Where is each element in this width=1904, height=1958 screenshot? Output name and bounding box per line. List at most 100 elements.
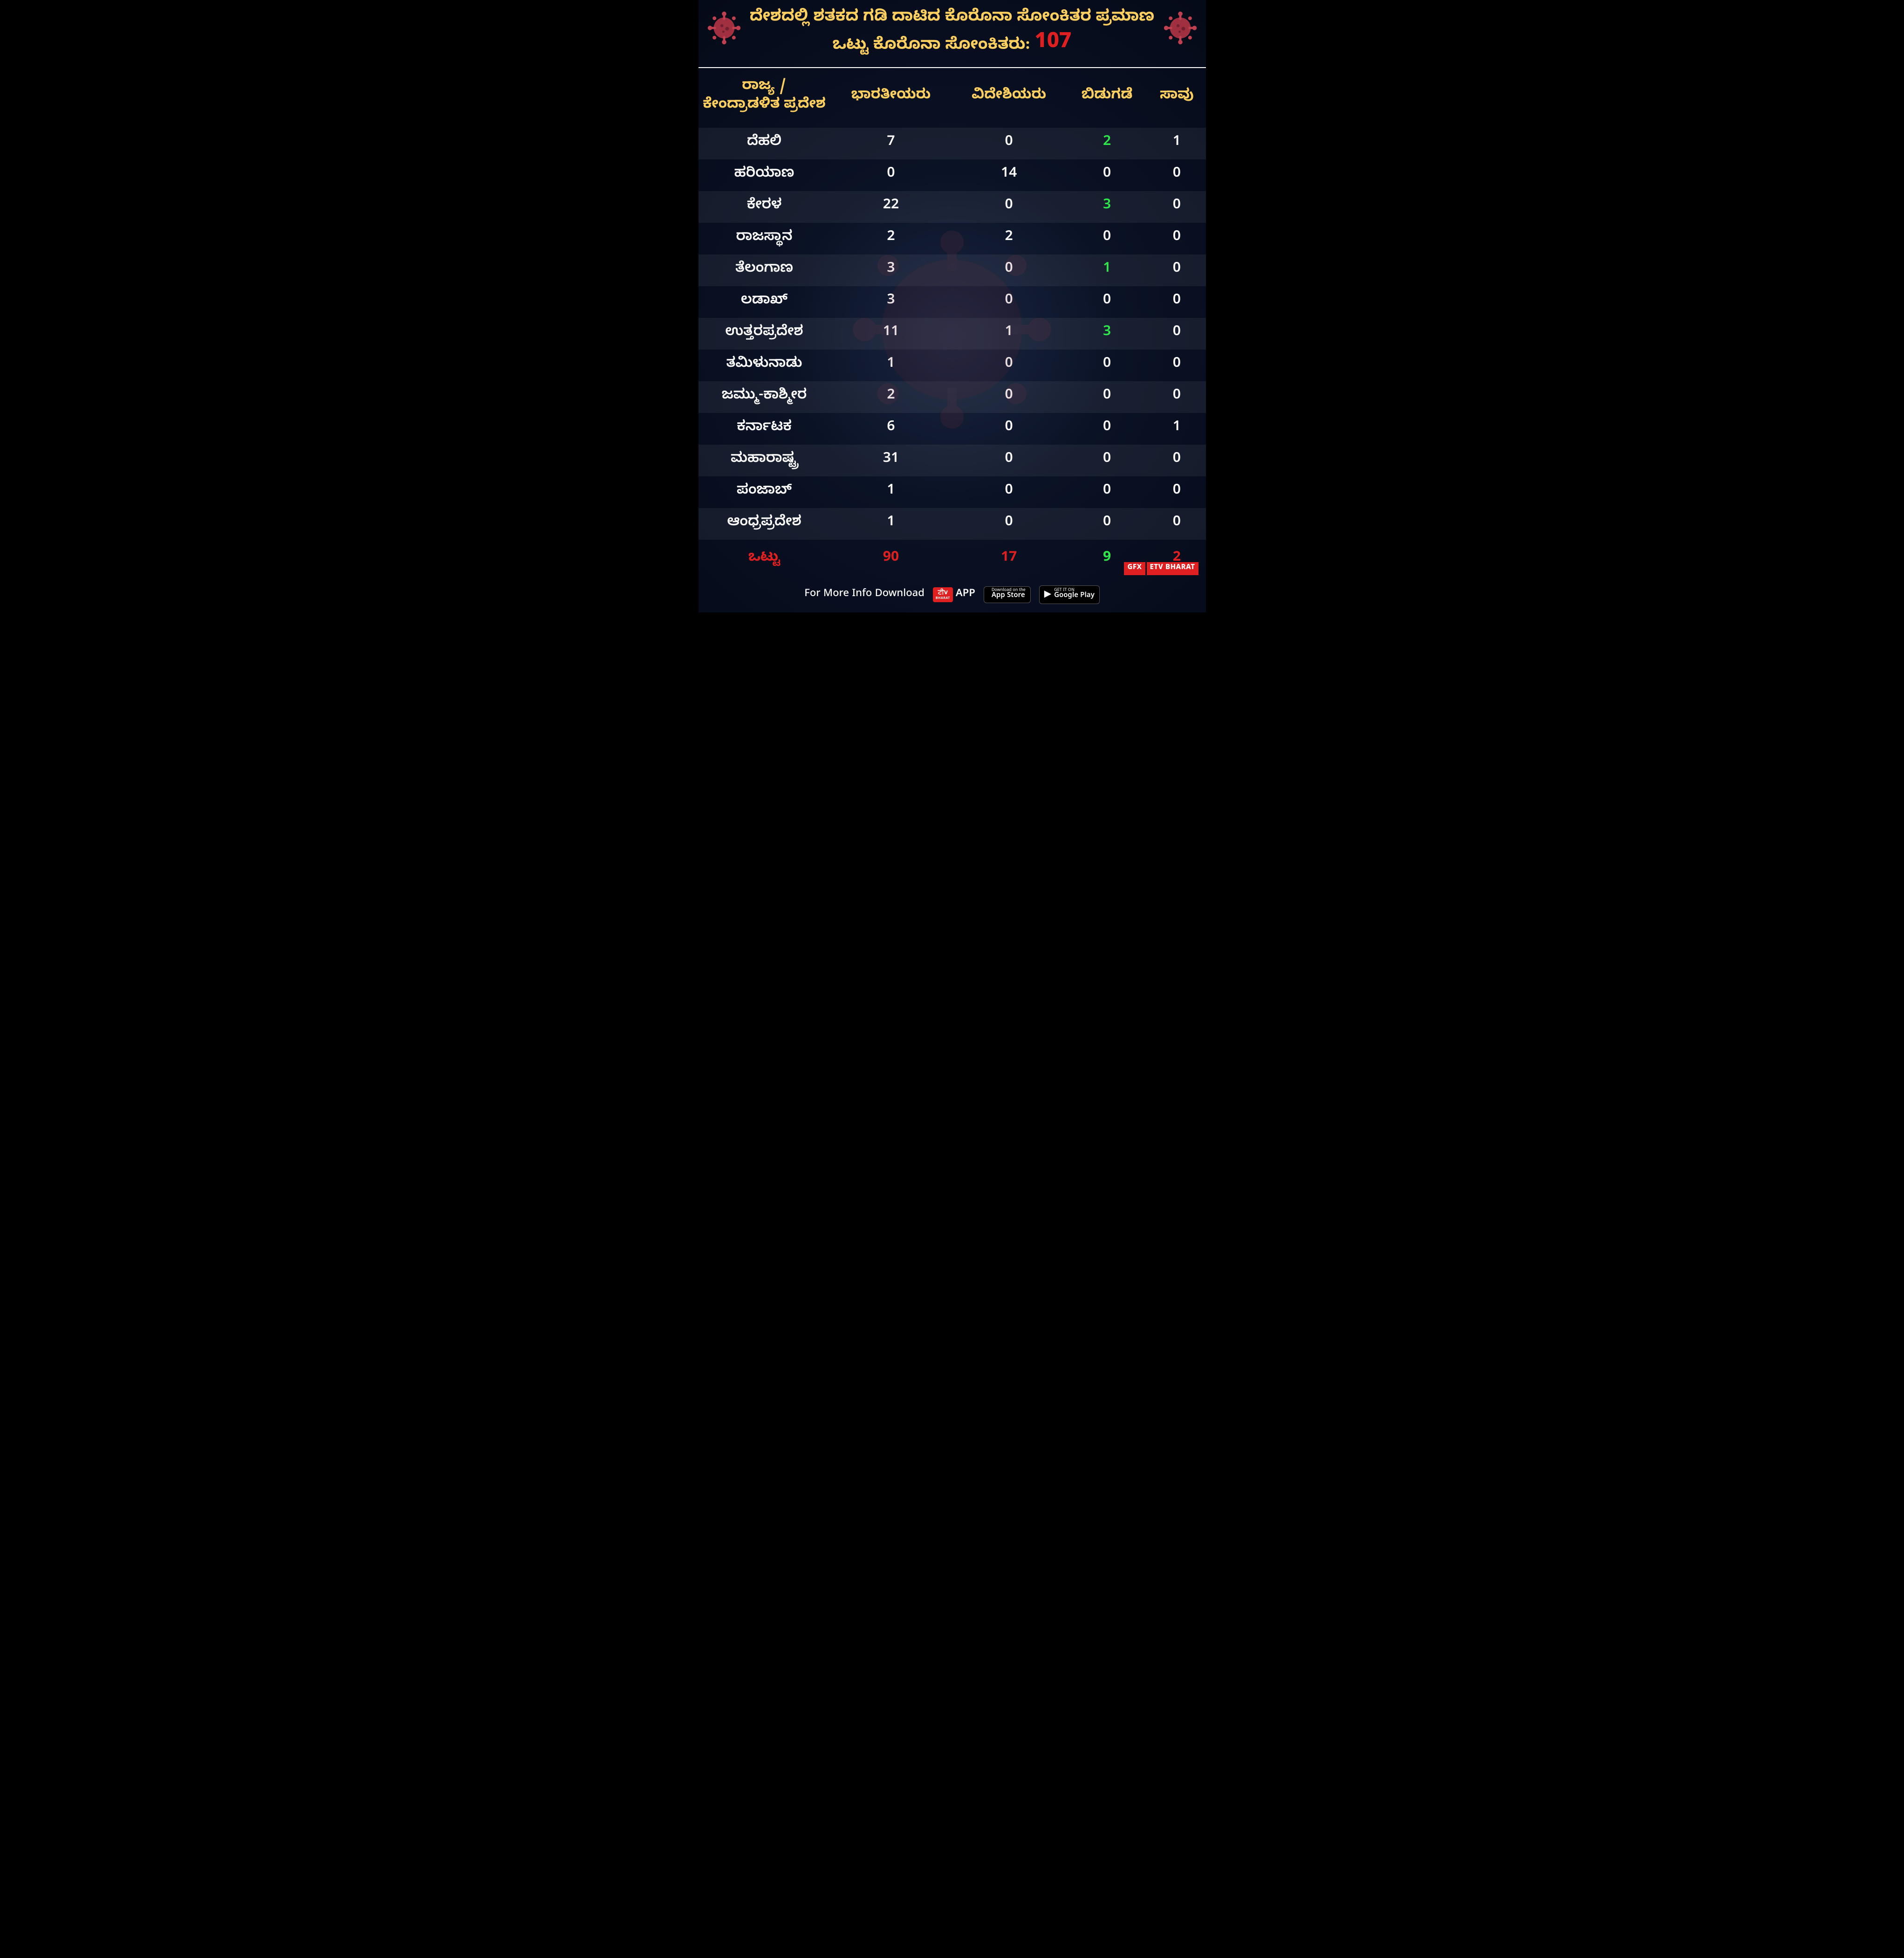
cell-released: 0	[1066, 159, 1148, 191]
col-state: ರಾಜ್ಯ / ಕೇಂದ್ರಾಡಳಿತ ಪ್ರದೇಶ	[699, 68, 830, 128]
covid-data-table: ರಾಜ್ಯ / ಕೇಂದ್ರಾಡಳಿತ ಪ್ರದೇಶ ಭಾರತೀಯರು ವಿದೇ…	[699, 68, 1206, 579]
cell-state: ಹರಿಯಾಣ	[699, 159, 830, 191]
col-indian: ಭಾರತೀಯರು	[830, 68, 952, 128]
cell-death: 1	[1148, 128, 1205, 159]
col-foreign: ವಿದೇಶಿಯರು	[952, 68, 1066, 128]
cell-state: ತಮಿಳುನಾಡು	[699, 350, 830, 381]
play-big: Google Play	[1054, 593, 1095, 601]
cell-foreign: 1	[952, 318, 1066, 350]
cell-indian: 1	[830, 476, 952, 508]
table-row: ಪಂಜಾಬ್1000	[699, 476, 1206, 508]
cell-released: 0	[1066, 286, 1148, 318]
cell-foreign: 0	[952, 476, 1066, 508]
total-label: ಒಟ್ಟು	[699, 540, 830, 579]
cell-released: 0	[1066, 223, 1148, 254]
play-icon: ▶	[1044, 588, 1051, 602]
cell-released: 0	[1066, 476, 1148, 508]
cell-indian: 7	[830, 128, 952, 159]
table-row: ಉತ್ತರಪ್ರದೇಶ11130	[699, 318, 1206, 350]
header-title-line2: ಒಟ್ಟು ಕೊರೊನಾ ಸೋಂಕಿತರು: 107	[745, 30, 1159, 59]
cell-state: ದೆಹಲಿ	[699, 128, 830, 159]
cell-state: ಲಡಾಖ್	[699, 286, 830, 318]
cell-death: 0	[1148, 476, 1205, 508]
cell-foreign: 14	[952, 159, 1066, 191]
header-title-line1: ದೇಶದಲ್ಲಿ ಶತಕದ ಗಡಿ ದಾಟಿದ ಕೊರೊನಾ ಸೋಂಕಿತರ ಪ…	[745, 8, 1159, 30]
app-label: APP	[956, 588, 975, 602]
cell-death: 0	[1148, 381, 1205, 413]
cell-foreign: 0	[952, 128, 1066, 159]
etv-app-badge[interactable]: ਟੀvBHARAT APP	[933, 587, 975, 602]
table-row: ತೆಲಂಗಾಣ3010	[699, 254, 1206, 286]
table-row: ರಾಜಸ್ಥಾನ2200	[699, 223, 1206, 254]
cell-state: ಮಹಾರಾಷ್ಟ್ರ	[699, 445, 830, 476]
gfx-etv-badge: GFX ETV BHARAT	[1124, 562, 1198, 575]
table-row: ಆಂಧ್ರಪ್ರದೇಶ1000	[699, 508, 1206, 540]
cell-released: 0	[1066, 413, 1148, 445]
cell-released: 0	[1066, 445, 1148, 476]
cell-death: 0	[1148, 318, 1205, 350]
cell-foreign: 2	[952, 223, 1066, 254]
total-foreign: 17	[952, 540, 1066, 579]
virus-icon	[1162, 9, 1199, 47]
table-row: ಕೇರಳ22030	[699, 191, 1206, 223]
cell-state: ರಾಜಸ್ಥಾನ	[699, 223, 830, 254]
app-store-badge[interactable]: Download on the App Store	[984, 586, 1031, 603]
cell-foreign: 0	[952, 381, 1066, 413]
cell-indian: 3	[830, 286, 952, 318]
appstore-big: App Store	[992, 593, 1026, 601]
google-play-badge[interactable]: ▶ GET IT ON Google Play	[1039, 585, 1100, 604]
cell-death: 0	[1148, 254, 1205, 286]
table-body: ದೆಹಲಿ7021ಹರಿಯಾಣ01400ಕೇರಳ22030ರಾಜಸ್ಥಾನ220…	[699, 128, 1206, 579]
cell-foreign: 0	[952, 445, 1066, 476]
cell-foreign: 0	[952, 286, 1066, 318]
infographic-page: ದೇಶದಲ್ಲಿ ಶತಕದ ಗಡಿ ದಾಟಿದ ಕೊರೊನಾ ಸೋಂಕಿತರ ಪ…	[699, 0, 1206, 612]
cell-indian: 2	[830, 223, 952, 254]
cell-released: 2	[1066, 128, 1148, 159]
cell-indian: 31	[830, 445, 952, 476]
etv-bharat-label: ETV BHARAT	[1147, 562, 1199, 575]
cell-state: ಜಮ್ಮು-ಕಾಶ್ಮೀರ	[699, 381, 830, 413]
table-row: ಮಹಾರಾಷ್ಟ್ರ31000	[699, 445, 1206, 476]
header-total-number: 107	[1034, 30, 1071, 59]
cell-indian: 1	[830, 508, 952, 540]
cell-death: 0	[1148, 286, 1205, 318]
cell-indian: 0	[830, 159, 952, 191]
cell-death: 0	[1148, 445, 1205, 476]
cell-death: 0	[1148, 508, 1205, 540]
cell-death: 0	[1148, 350, 1205, 381]
table-row: ಲಡಾಖ್3000	[699, 286, 1206, 318]
table-row: ಜಮ್ಮು-ಕಾಶ್ಮೀರ2000	[699, 381, 1206, 413]
header-prefix: ಒಟ್ಟು ಕೊರೊನಾ ಸೋಂಕಿತರು:	[833, 36, 1035, 57]
cell-indian: 6	[830, 413, 952, 445]
cell-death: 0	[1148, 159, 1205, 191]
header: ದೇಶದಲ್ಲಿ ಶತಕದ ಗಡಿ ದಾಟಿದ ಕೊರೊನಾ ಸೋಂಕಿತರ ಪ…	[699, 0, 1206, 63]
table-row: ತಮಿಳುನಾಡು1000	[699, 350, 1206, 381]
cell-indian: 2	[830, 381, 952, 413]
col-death: ಸಾವು	[1148, 68, 1205, 128]
cell-foreign: 0	[952, 350, 1066, 381]
cell-released: 1	[1066, 254, 1148, 286]
table-row: ಹರಿಯಾಣ01400	[699, 159, 1206, 191]
footer: GFX ETV BHARAT For More Info Download ਟੀ…	[699, 579, 1206, 612]
table-row: ಕರ್ನಾಟಕ6001	[699, 413, 1206, 445]
cell-foreign: 0	[952, 508, 1066, 540]
cell-foreign: 0	[952, 413, 1066, 445]
cell-indian: 22	[830, 191, 952, 223]
cell-released: 0	[1066, 350, 1148, 381]
cell-indian: 3	[830, 254, 952, 286]
cell-indian: 11	[830, 318, 952, 350]
gfx-label: GFX	[1124, 562, 1145, 575]
virus-icon	[705, 9, 743, 47]
cell-released: 0	[1066, 508, 1148, 540]
col-released: ಬಿಡುಗಡೆ	[1066, 68, 1148, 128]
cell-indian: 1	[830, 350, 952, 381]
cell-state: ತೆಲಂಗಾಣ	[699, 254, 830, 286]
cell-released: 0	[1066, 381, 1148, 413]
cell-state: ಉತ್ತರಪ್ರದೇಶ	[699, 318, 830, 350]
cell-death: 0	[1148, 223, 1205, 254]
total-indian: 90	[830, 540, 952, 579]
cell-released: 3	[1066, 318, 1148, 350]
cell-state: ಆಂಧ್ರಪ್ರದೇಶ	[699, 508, 830, 540]
more-info-text: For More Info Download	[804, 588, 925, 602]
cell-foreign: 0	[952, 254, 1066, 286]
